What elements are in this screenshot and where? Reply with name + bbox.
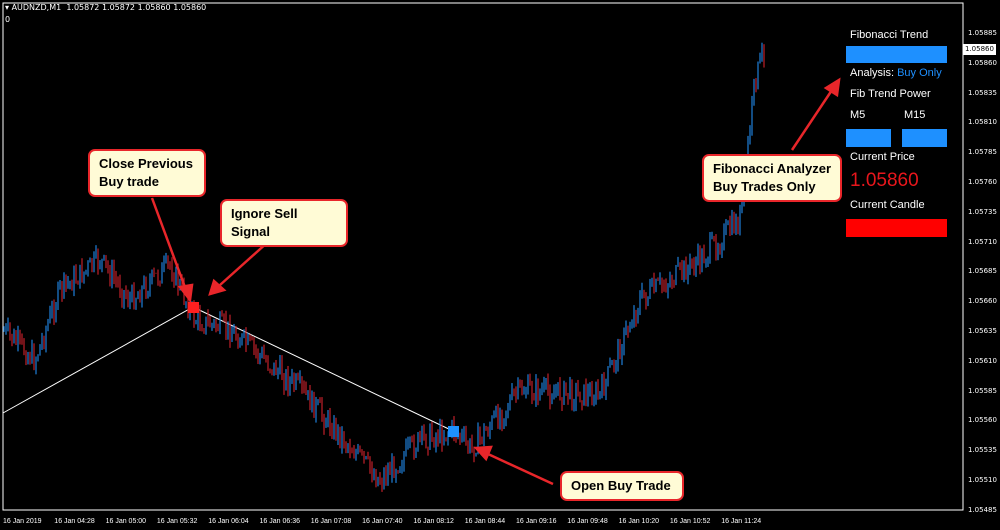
y-tick-label: 1.05610 (968, 356, 997, 365)
x-tick-label: 16 Jan 2019 (3, 518, 42, 525)
x-tick-label: 16 Jan 08:44 (464, 518, 506, 525)
y-tick-label: 1.05685 (968, 267, 997, 276)
candle-label: Current Candle (850, 199, 925, 211)
y-tick-label: 1.05510 (968, 476, 997, 484)
y-tick-label: 1.05810 (968, 118, 997, 127)
y-tick-label: 1.05860 (968, 58, 997, 67)
x-tick-label: 16 Jan 10:52 (669, 518, 711, 525)
trend-bar (846, 46, 947, 63)
m5-label: M5 (850, 109, 866, 121)
arrows (150, 77, 841, 486)
chart-header: ▾ AUDNZD,M1 1.05872 1.05872 1.05860 1.05… (5, 3, 207, 12)
m5-bar (846, 129, 891, 147)
y-tick-label: 1.05785 (968, 148, 997, 157)
callout-analyzer: Fibonacci Analyzer Buy Trades Only (702, 154, 842, 202)
x-tick-label: 16 Jan 06:04 (208, 518, 249, 525)
y-tick-label: 1.05835 (968, 88, 997, 97)
m15-bar (902, 129, 947, 147)
ohlc-values: 1.05872 1.05872 1.05860 1.05860 (66, 3, 207, 12)
x-tick-label: 16 Jan 09:16 (516, 518, 557, 525)
analysis-label: Analysis: (850, 67, 895, 79)
power-label: Fib Trend Power (850, 88, 931, 100)
price-label: Current Price (850, 151, 915, 163)
arrow-close (150, 197, 188, 291)
arrow-analyzer (790, 89, 834, 151)
sell-signal-marker (188, 302, 199, 313)
y-tick-label: 1.05660 (968, 297, 997, 306)
y-tick-label: 1.05760 (968, 178, 997, 186)
callout-ignore-sell: Ignore Sell Signal (220, 199, 348, 247)
m15-label: M15 (904, 109, 926, 121)
price-value: 1.05860 (850, 170, 919, 191)
y-tick-label: 1.05485 (968, 505, 997, 514)
callout-close-buy: Close Previous Buy trade (88, 149, 206, 197)
callout-open-buy: Open Buy Trade (560, 471, 684, 501)
x-tick-label: 16 Jan 07:08 (310, 518, 352, 525)
y-tick-label: 1.05885 (968, 29, 997, 37)
y-tick-label: 1.05560 (968, 416, 997, 425)
chart-frame (2, 2, 964, 511)
x-tick-label: 16 Jan 07:40 (362, 518, 403, 525)
x-tick-label: 16 Jan 08:12 (413, 518, 454, 525)
x-tick-label: 16 Jan 11:24 (721, 518, 762, 525)
x-tick-label: 16 Jan 10:20 (618, 518, 660, 525)
x-tick-label: 16 Jan 05:32 (156, 518, 198, 525)
symbol: AUDNZD,M1 (11, 3, 62, 12)
analysis-value: Buy Only (897, 67, 942, 79)
y-tick-label: 1.05635 (968, 327, 997, 335)
x-tick-label: 16 Jan 05:00 (105, 518, 147, 525)
x-tick-label: 16 Jan 09:48 (567, 518, 608, 525)
x-tick-label: 16 Jan 06:36 (259, 518, 300, 525)
current-price-tag: 1.05860 (963, 44, 996, 55)
buy-signal-marker (448, 426, 459, 437)
analysis-row: Analysis: Buy Only (850, 67, 942, 79)
y-tick-label: 1.05535 (968, 446, 997, 455)
sub-label: 0 (5, 15, 11, 24)
arrow-open (487, 452, 554, 486)
y-tick-label: 1.05735 (968, 207, 997, 216)
panel-title: Fibonacci Trend (850, 29, 929, 41)
x-tick-label: 16 Jan 04:28 (54, 518, 95, 525)
y-tick-label: 1.05585 (968, 386, 997, 395)
candle-bar (846, 219, 947, 237)
y-tick-label: 1.05710 (968, 237, 997, 246)
